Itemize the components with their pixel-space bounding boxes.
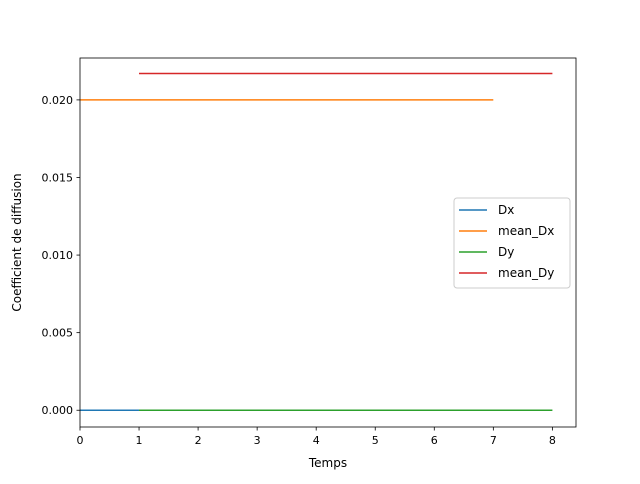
legend: Dx mean_Dx Dy mean_Dy	[453, 197, 571, 289]
y-tick-label: 0.015	[42, 171, 74, 184]
axes-frame	[79, 57, 577, 428]
legend-label-mean-dy: mean_Dy	[498, 266, 554, 280]
y-tick-label: 0.020	[42, 94, 74, 107]
x-tick-label: 8	[549, 434, 556, 447]
y-tick-label: 0.000	[42, 404, 74, 417]
x-tick-label: 3	[254, 434, 261, 447]
x-axis-label: Temps	[308, 456, 347, 470]
x-tick-label: 7	[490, 434, 497, 447]
legend-box	[453, 197, 571, 289]
x-tick-label: 2	[195, 434, 202, 447]
y-tick-label: 0.005	[42, 327, 74, 340]
legend-label-mean-dx: mean_Dx	[498, 224, 554, 238]
x-tick-label: 1	[136, 434, 143, 447]
legend-label-dx: Dx	[498, 203, 514, 217]
x-tick-label: 0	[77, 434, 84, 447]
x-tick-label: 5	[372, 434, 379, 447]
x-tick-label: 6	[431, 434, 438, 447]
legend-label-dy: Dy	[498, 245, 514, 259]
y-axis-ticks: 0.000 0.005 0.010 0.015 0.020	[42, 94, 80, 417]
series-layer	[80, 72, 553, 411]
y-axis-label: Coefficient de diffusion	[10, 173, 24, 311]
x-axis-ticks: 0 1 2 3 4 5 6 7 8	[77, 427, 556, 447]
x-tick-label: 4	[313, 434, 320, 447]
y-tick-label: 0.010	[42, 249, 74, 262]
